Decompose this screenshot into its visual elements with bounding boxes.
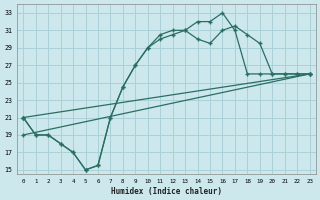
X-axis label: Humidex (Indice chaleur): Humidex (Indice chaleur) bbox=[111, 187, 222, 196]
